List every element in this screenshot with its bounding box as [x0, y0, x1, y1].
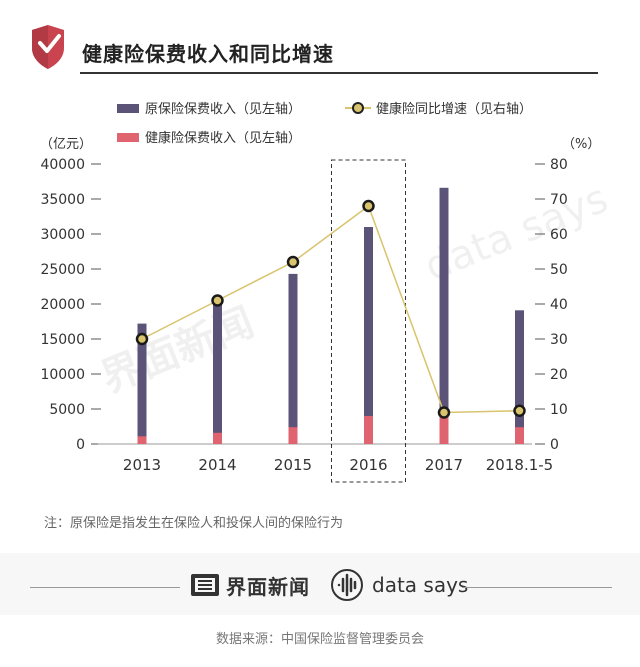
right-axis-tick-label: 60	[550, 227, 568, 243]
chart-header: 健康险保费收入和同比增速	[28, 24, 598, 76]
right-axis-tick-label: 70	[550, 192, 568, 208]
right-axis-tick-label: 0	[550, 437, 559, 453]
growth-line-group	[135, 199, 526, 419]
left-axis-tick-label: 10000	[40, 367, 85, 383]
right-axis-tick-label: 30	[550, 332, 568, 348]
data-source: 数据来源：中国保险监督管理委员会	[215, 632, 424, 647]
brand-datasays: data says	[330, 567, 468, 603]
shield-logo-icon	[32, 25, 64, 69]
bar-health-2017	[439, 413, 449, 444]
chart-note: 注：原保险是指发生在保险人和投保人间的保险行为	[44, 516, 344, 531]
bar-health-2014	[213, 432, 222, 444]
x-axis-label: 2018.1-5	[486, 456, 553, 474]
chart-area: 原保险保费收入（见左轴） 健康险保费收入（见左轴） 健康险同比增速（见右轴） （…	[40, 101, 600, 483]
right-axis-unit: （%）	[562, 137, 600, 152]
right-axis: 0 10 20 30 40 50 60 70 80	[535, 157, 568, 453]
right-axis-tick-label: 50	[550, 262, 568, 278]
legend-label-health: 健康险保费收入（见左轴）	[145, 130, 301, 146]
footer-divider-left	[30, 587, 180, 588]
left-axis-tick-label: 20000	[40, 297, 85, 313]
legend-marker-growth	[352, 102, 364, 114]
growth-point	[513, 404, 526, 417]
growth-line	[141, 204, 520, 414]
legend-swatch-health	[117, 133, 139, 142]
left-axis-tick-label: 35000	[40, 192, 85, 208]
bar-primary-2015	[288, 273, 298, 444]
left-axis-tick-label: 40000	[40, 157, 85, 173]
brand-jiemian: 界面新闻	[190, 570, 310, 600]
left-axis-tick-label: 25000	[40, 262, 85, 278]
x-axis-label: 2016	[349, 456, 387, 474]
bars-group	[137, 187, 524, 445]
legend-label-primary: 原保险保费收入（见左轴）	[145, 102, 301, 117]
footer-brand-band: 界面新闻 data says	[0, 553, 640, 615]
left-axis: 0 5000 10000 15000 20000 25000 30000 35000 40000	[40, 157, 101, 453]
left-axis-unit: （亿元）	[40, 137, 92, 152]
right-axis-tick-label: 80	[550, 157, 568, 173]
right-axis-tick-label: 40	[550, 297, 568, 313]
footer-divider-right	[462, 587, 612, 588]
x-axis-label: 2015	[274, 456, 312, 474]
x-axis-label: 2017	[425, 456, 463, 474]
highlight-box-2016	[331, 159, 406, 483]
datasays-logo-icon	[331, 569, 363, 601]
x-axis-label: 2013	[123, 456, 161, 474]
chart-title: 健康险保费收入和同比增速	[82, 42, 334, 66]
bar-primary-2017	[439, 187, 449, 445]
left-axis-tick-label: 5000	[49, 402, 85, 418]
left-axis-tick-label: 0	[76, 437, 85, 453]
bar-primary-2013	[137, 323, 147, 444]
right-axis-tick-label: 20	[550, 367, 568, 383]
growth-point	[135, 332, 149, 346]
bar-health-2013	[137, 436, 147, 444]
legend-label-growth: 健康险同比增速（见右轴）	[376, 101, 532, 117]
bar-health-2016	[364, 416, 373, 444]
growth-point	[286, 255, 300, 269]
legend-swatch-primary	[117, 104, 139, 113]
left-axis-tick-label: 15000	[40, 332, 85, 348]
bar-primary-2018.1-5	[515, 310, 524, 444]
brand-datasays-label: data says	[372, 573, 469, 597]
bar-health-2015	[288, 427, 298, 444]
jiemian-logo-icon	[191, 574, 219, 596]
left-axis-tick-label: 30000	[40, 227, 85, 243]
growth-point	[362, 199, 375, 213]
right-axis-tick-label: 10	[550, 402, 568, 418]
brand-jiemian-label: 界面新闻	[226, 574, 310, 599]
legend: 原保险保费收入（见左轴） 健康险保费收入（见左轴） 健康险同比增速（见右轴）	[117, 101, 532, 146]
growth-point	[211, 294, 224, 307]
growth-point	[437, 406, 451, 419]
bar-primary-2014	[213, 302, 222, 444]
x-axis-labels: 2013 2014 2015 2016 2017 2018.1-5	[123, 456, 553, 474]
x-axis-label: 2014	[198, 456, 236, 474]
title-underline	[80, 72, 598, 74]
bar-primary-2016	[364, 227, 373, 444]
bar-health-2018.1-5	[515, 427, 524, 444]
